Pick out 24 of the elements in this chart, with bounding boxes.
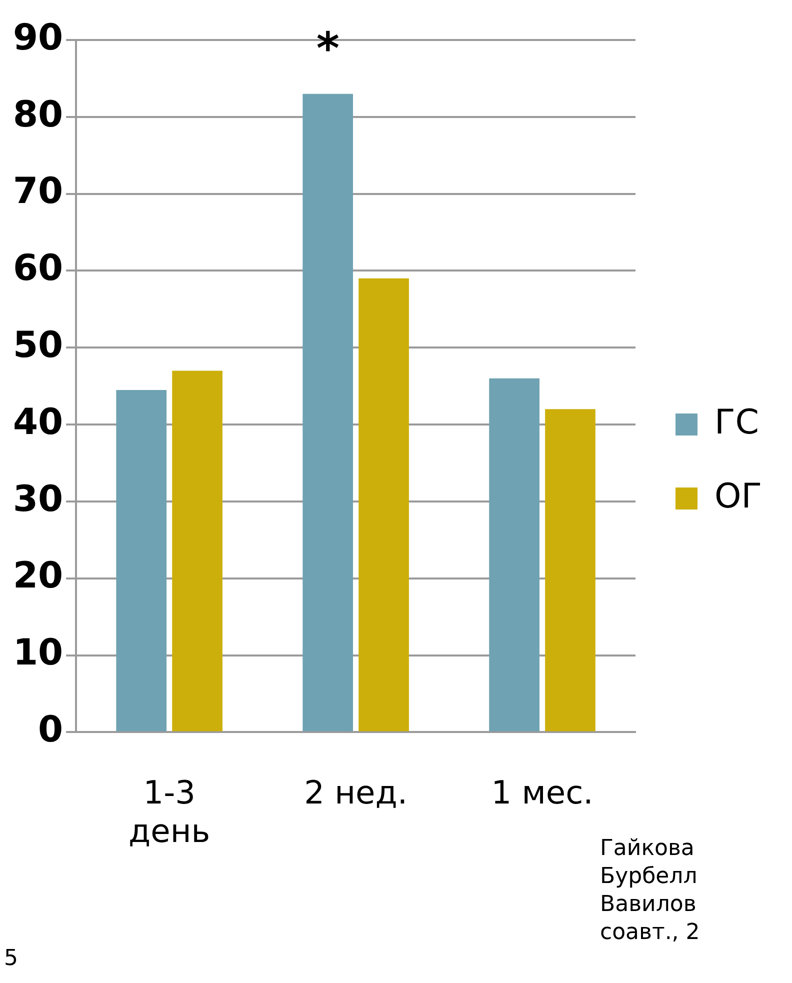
y-tick-label: 70 — [12, 171, 64, 212]
legend-label: ГС — [714, 402, 759, 442]
y-tick-label: 80 — [12, 94, 64, 136]
x-tick-label: 1-3 день — [128, 774, 210, 850]
y-tick-label: 90 — [12, 17, 64, 58]
y-tick-label: 30 — [12, 478, 64, 520]
x-tick-label: 2 нед. — [304, 774, 408, 812]
bar — [489, 378, 540, 732]
bar — [116, 390, 167, 732]
y-tick-label: 50 — [12, 325, 64, 366]
legend-label: ОГ — [714, 476, 762, 516]
bar — [172, 370, 222, 732]
y-tick-label: 10 — [12, 632, 64, 674]
bar — [545, 409, 596, 732]
x-tick-label: 1 мес. — [491, 774, 594, 812]
bar — [358, 278, 409, 732]
y-tick-label: 40 — [12, 402, 64, 443]
y-tick-label: 60 — [12, 248, 64, 290]
y-tick-label: 0 — [38, 710, 64, 751]
text: 5 — [4, 945, 18, 973]
annotation: * — [316, 23, 340, 74]
bar — [302, 94, 354, 732]
text: Гайкова Бурбелл Вавилов соавт., 2 — [600, 835, 700, 947]
y-tick-label: 20 — [12, 556, 64, 597]
